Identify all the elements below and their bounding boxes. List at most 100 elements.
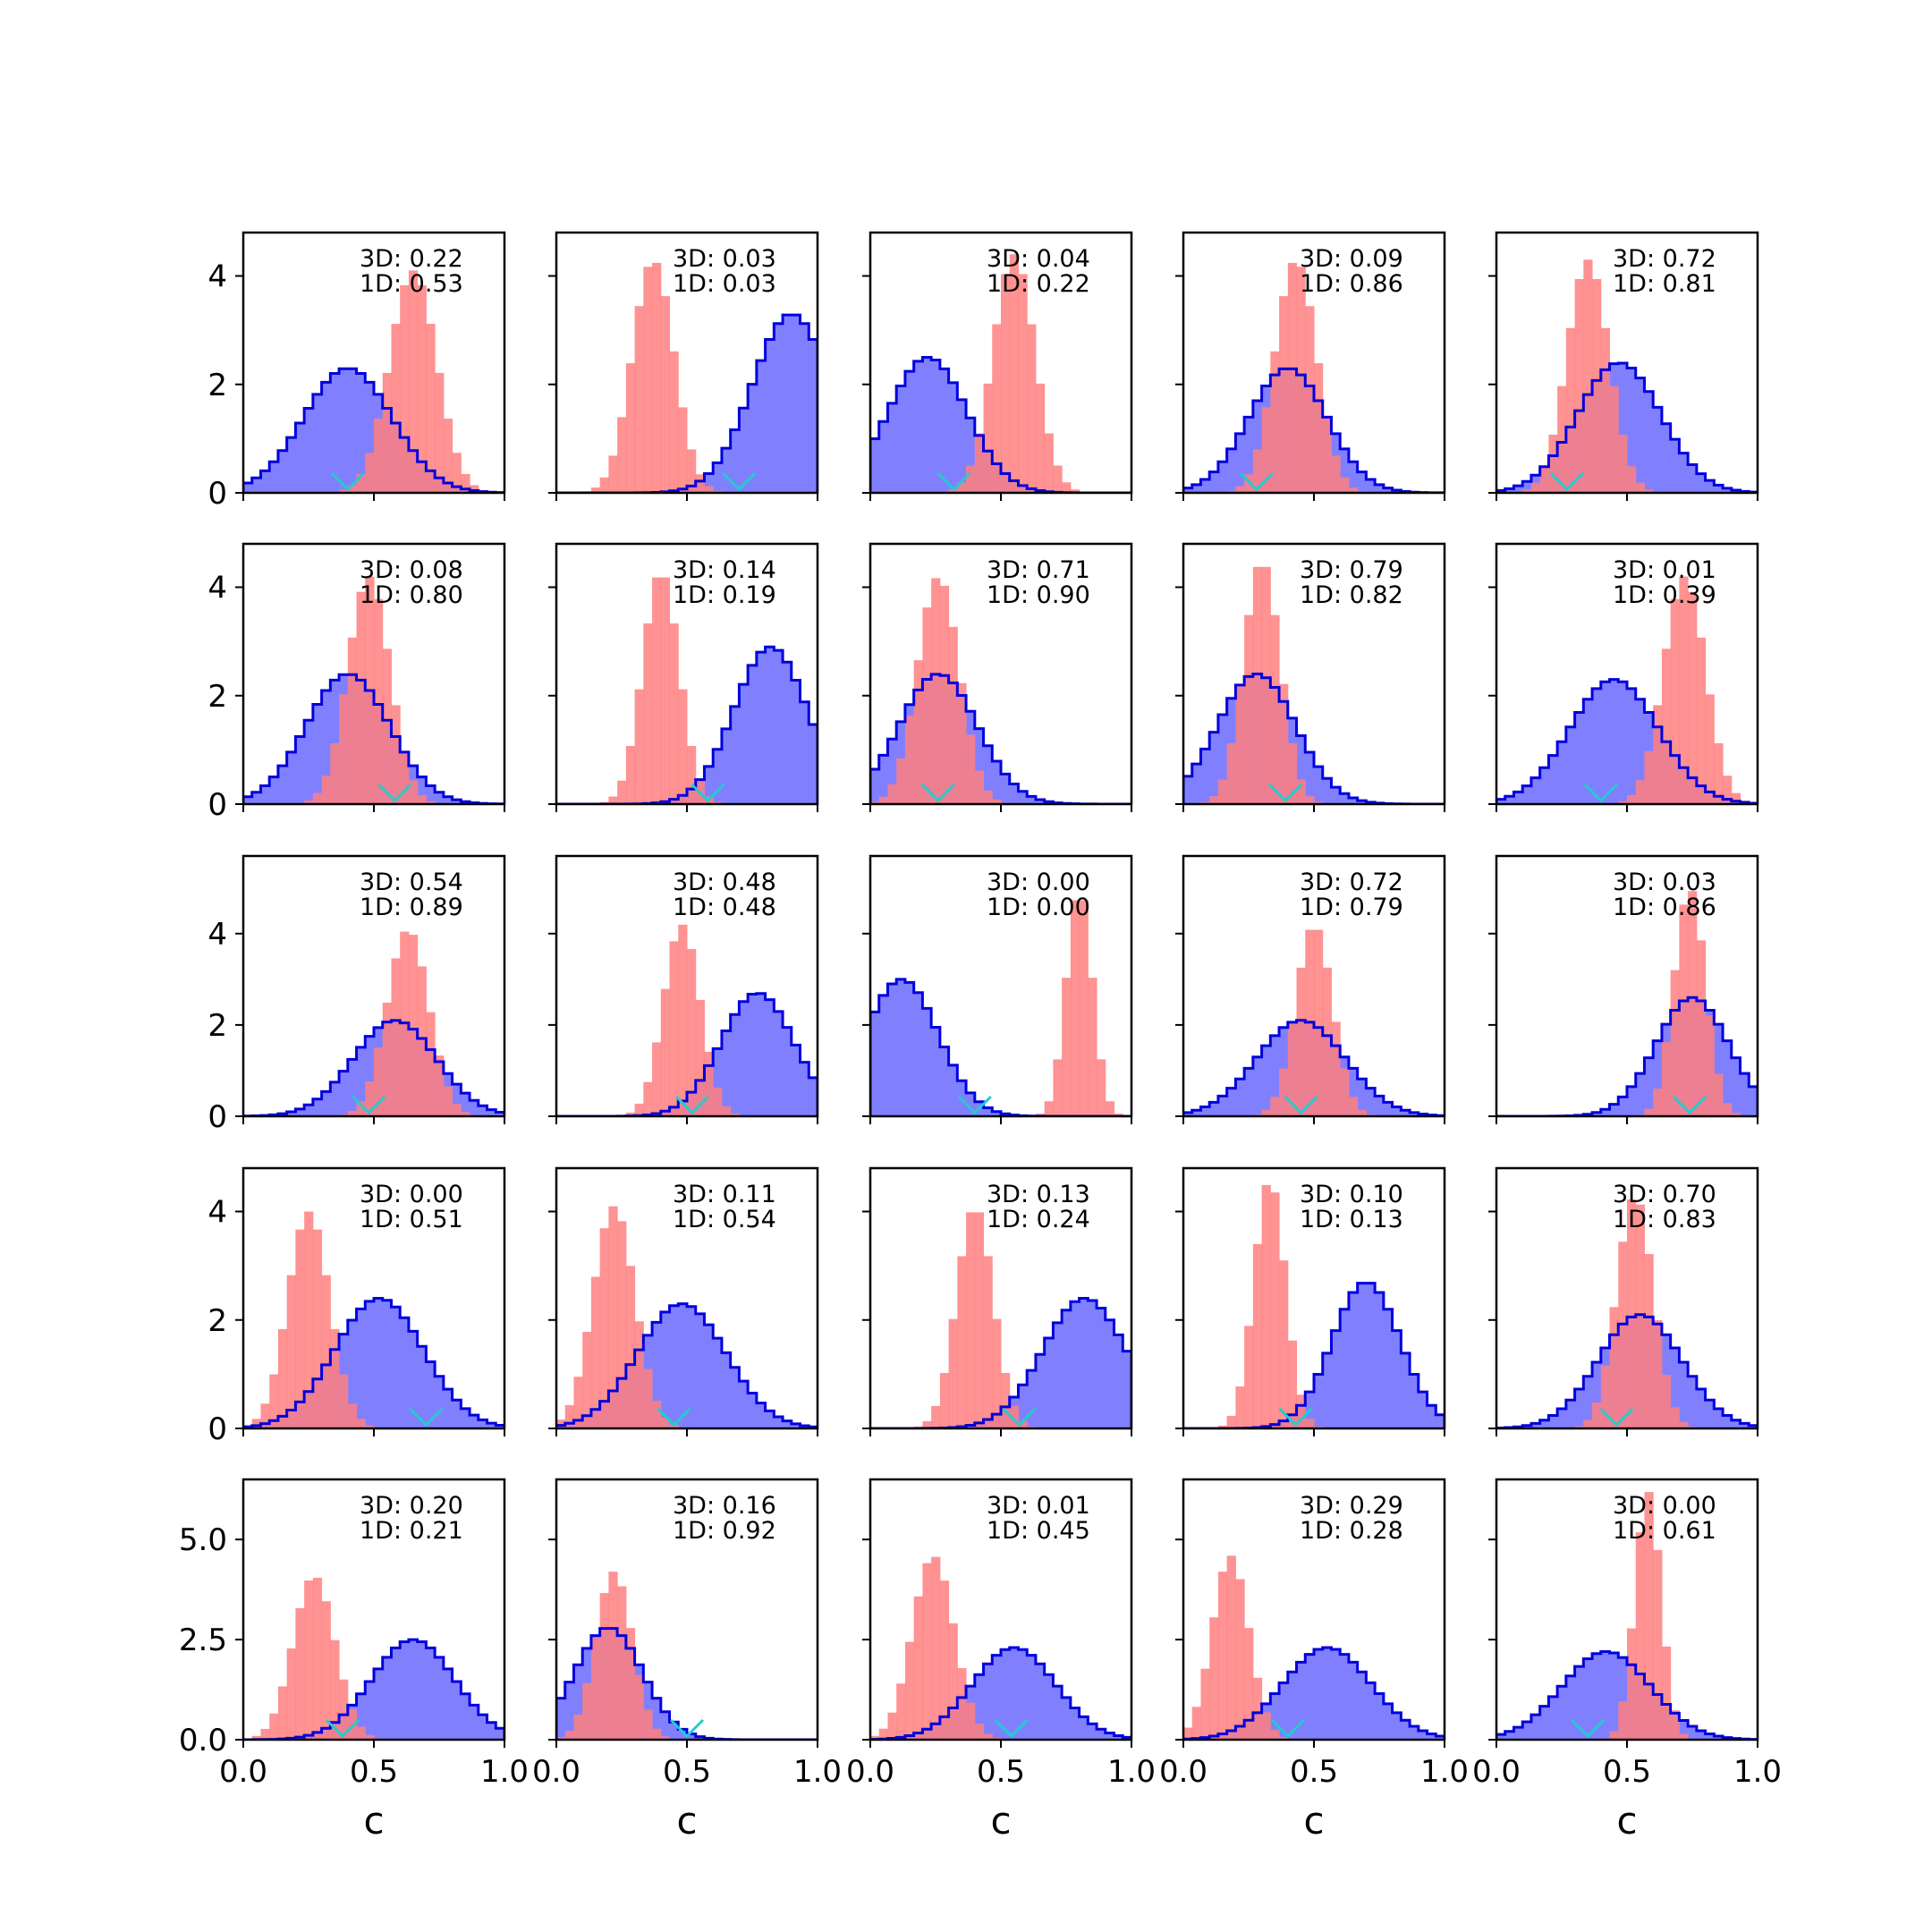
blue-bar bbox=[1731, 1057, 1741, 1116]
plot-area bbox=[243, 931, 504, 1116]
blue-bar bbox=[1436, 1736, 1445, 1740]
blue-bar bbox=[277, 766, 288, 804]
red-bar bbox=[1261, 1110, 1271, 1116]
blue-bar bbox=[1105, 1319, 1115, 1428]
blue-bar bbox=[374, 1668, 384, 1740]
blue-bar bbox=[1279, 1682, 1289, 1740]
red-bar bbox=[1191, 1707, 1201, 1740]
red-bar bbox=[974, 433, 985, 493]
red-bar bbox=[1287, 742, 1298, 804]
annotation-text: 1D: 0.90 bbox=[987, 581, 1090, 609]
red-bar bbox=[295, 1608, 305, 1740]
marker bbox=[994, 1718, 1029, 1739]
blue-bar bbox=[1522, 785, 1532, 804]
blue-bar bbox=[713, 462, 723, 493]
red-bar bbox=[931, 1405, 941, 1428]
blue-bar bbox=[1044, 1674, 1054, 1740]
blue-bar bbox=[1009, 784, 1019, 804]
blue-bar bbox=[739, 408, 749, 493]
blue-bar bbox=[1392, 1712, 1402, 1740]
red-bar bbox=[1609, 1307, 1619, 1428]
blue-bar bbox=[922, 1008, 932, 1116]
red-bar bbox=[1539, 466, 1549, 493]
blue-bar bbox=[426, 785, 436, 804]
blue-bar bbox=[791, 680, 801, 804]
blue-bar bbox=[435, 792, 445, 804]
blue-bar bbox=[347, 369, 358, 493]
blue-bar bbox=[487, 1109, 496, 1116]
blue-bar bbox=[1705, 1400, 1715, 1428]
plot-area bbox=[556, 1206, 818, 1428]
blue-bar bbox=[478, 1419, 488, 1428]
red-bar bbox=[599, 477, 609, 493]
blue-bar bbox=[870, 1012, 880, 1116]
blue-bar bbox=[1217, 715, 1228, 804]
red-bar bbox=[878, 796, 888, 804]
red-bar bbox=[1279, 683, 1289, 804]
red-bar bbox=[1670, 1710, 1680, 1740]
blue-bar bbox=[1079, 1298, 1089, 1428]
marker bbox=[1549, 471, 1584, 492]
blue-bar bbox=[1723, 487, 1733, 493]
red-bar bbox=[617, 780, 627, 804]
blue-bar bbox=[461, 1408, 470, 1428]
red-bar bbox=[1592, 1402, 1602, 1428]
marker bbox=[1599, 1407, 1634, 1428]
blue-bar bbox=[1348, 1068, 1359, 1116]
red-bar bbox=[1105, 1101, 1115, 1116]
blue-bar bbox=[1548, 1415, 1558, 1428]
blue-bar bbox=[966, 1092, 976, 1116]
red-bar bbox=[1635, 780, 1645, 804]
red-bar bbox=[1661, 1042, 1672, 1116]
blue-bar bbox=[1618, 363, 1628, 493]
red-bar bbox=[1226, 1555, 1236, 1740]
red-bar bbox=[1217, 1425, 1228, 1428]
red-bar bbox=[730, 1113, 740, 1116]
red-bar bbox=[913, 1596, 923, 1740]
blue-bar bbox=[1123, 1351, 1131, 1428]
blue-bar bbox=[1557, 741, 1567, 804]
red-bar bbox=[922, 607, 932, 804]
red-bar bbox=[1027, 324, 1037, 493]
red-bar bbox=[1079, 900, 1089, 1116]
red-bar bbox=[1296, 967, 1306, 1116]
blue-bar bbox=[556, 1698, 566, 1740]
marker bbox=[1002, 1407, 1037, 1428]
blue-bar bbox=[896, 386, 906, 493]
red-bar bbox=[1252, 1243, 1263, 1428]
blue-bar bbox=[1209, 471, 1219, 493]
y-tick-label: 2.5 bbox=[179, 1623, 227, 1658]
blue-bar bbox=[652, 1698, 662, 1740]
blue-bar bbox=[1679, 1361, 1689, 1428]
blue-bar bbox=[1322, 1648, 1332, 1740]
blue-bar bbox=[1097, 1729, 1106, 1740]
blue-bar bbox=[1530, 1423, 1541, 1428]
blue-bar bbox=[704, 766, 714, 804]
red-bar bbox=[1670, 598, 1680, 804]
red-bar bbox=[1696, 940, 1707, 1116]
blue-bar bbox=[435, 1376, 445, 1428]
red-bar bbox=[1070, 900, 1080, 1116]
blue-bar bbox=[1609, 1104, 1619, 1116]
blue-bar bbox=[1696, 473, 1707, 493]
x-tick-label: 0.5 bbox=[977, 1754, 1025, 1790]
red-bar bbox=[634, 306, 644, 493]
annotation-text: 1D: 0.83 bbox=[1613, 1206, 1716, 1233]
blue-bar bbox=[721, 1030, 732, 1116]
red-bar bbox=[408, 935, 419, 1116]
red-bar bbox=[1609, 386, 1619, 493]
blue-bar bbox=[470, 1100, 479, 1116]
annotation-text: 1D: 0.86 bbox=[1613, 894, 1716, 921]
blue-bar bbox=[783, 1420, 792, 1428]
blue-bar bbox=[939, 1046, 950, 1116]
blue-bar bbox=[1609, 1653, 1619, 1740]
blue-bar bbox=[1609, 679, 1619, 804]
red-bar bbox=[1627, 1199, 1637, 1428]
